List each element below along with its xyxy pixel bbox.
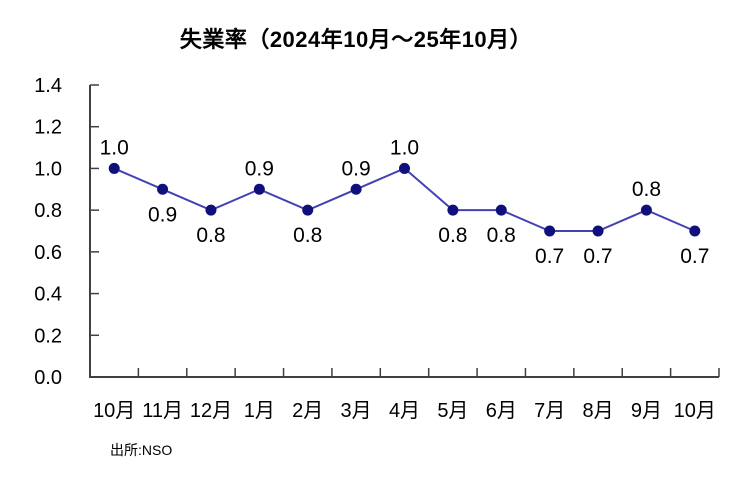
x-tick-label: 1月: [244, 400, 275, 422]
data-point: [544, 225, 556, 237]
x-tick-label: 2月: [292, 400, 323, 422]
source-note: 出所:NSO: [110, 442, 173, 458]
x-tick-label: 11月: [142, 400, 183, 422]
value-label: 0.8: [196, 224, 225, 247]
value-label: 0.8: [438, 224, 467, 247]
data-point: [689, 225, 701, 237]
chart-title: 失業率（2024年10月～25年10月）: [179, 27, 533, 52]
y-tick-label: 1.2: [34, 117, 62, 139]
value-label: 0.8: [293, 224, 322, 247]
series-line: [113, 167, 696, 232]
y-tick-label: 0.2: [34, 325, 62, 347]
value-label: 0.9: [342, 157, 371, 180]
x-tick-label: 8月: [582, 400, 613, 422]
data-point: [447, 204, 459, 216]
data-point: [592, 225, 604, 237]
value-label: 0.7: [583, 245, 612, 268]
data-point: [205, 204, 217, 216]
y-tick-label: 0.6: [34, 242, 62, 264]
value-label: 1.0: [100, 136, 129, 159]
x-tick-label: 10月: [674, 400, 716, 422]
x-tick-label: 10月: [93, 400, 135, 422]
value-label: 0.7: [680, 245, 709, 268]
data-point: [399, 162, 410, 174]
value-label: 0.9: [245, 157, 274, 180]
y-tick-label: 1.0: [34, 158, 62, 180]
axes: [89, 84, 720, 378]
data-point: [640, 204, 652, 216]
x-tick-label: 5月: [437, 400, 468, 422]
x-tick-label: 7月: [534, 400, 565, 422]
value-label: 0.7: [535, 245, 564, 268]
data-point: [302, 204, 314, 216]
labels: 0.0 0.2 0.4 0.6 0.8 1.0 1.2 1.4 10月 11月 12月 1月 2月 3月 4…: [34, 75, 716, 422]
x-tick-label: 12月: [190, 400, 232, 422]
data-point: [157, 183, 169, 195]
data-point: [108, 162, 120, 174]
y-tick-label: 0.8: [34, 200, 62, 222]
value-label: 0.8: [487, 224, 516, 247]
x-tick-label: 3月: [341, 400, 372, 422]
data-point: [350, 183, 362, 195]
x-tick-label: 6月: [486, 400, 517, 422]
y-tick-label: 1.4: [34, 75, 62, 97]
data-point: [253, 183, 265, 195]
axis-lines: [89, 85, 719, 378]
value-label: 0.8: [632, 178, 661, 201]
y-tick-label: 0.4: [34, 284, 62, 306]
value-label: 0.9: [148, 203, 177, 226]
data-series: [108, 162, 701, 237]
y-tick-label: 0.0: [34, 367, 62, 389]
x-tick-label: 9月: [631, 400, 662, 422]
value-label: 1.0: [390, 136, 419, 159]
x-tick-label: 4月: [389, 400, 420, 422]
data-point: [495, 204, 507, 216]
